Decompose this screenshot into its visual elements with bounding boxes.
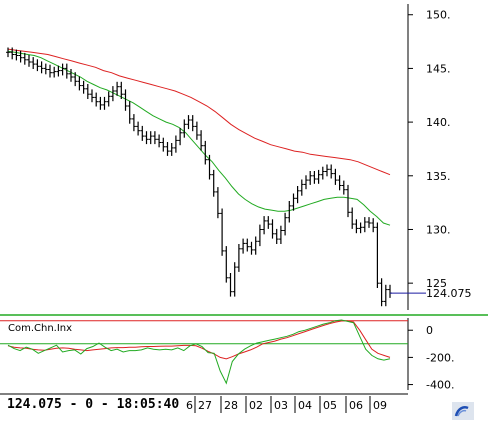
price-tick-label: 140. <box>426 116 451 129</box>
osc-series-a <box>7 319 391 385</box>
price-tick-label: 150. <box>426 9 451 22</box>
price-panel: 150. 145. 140. 135. 130. 125 124.075 <box>6 4 472 310</box>
price-tick-label: 135. <box>426 170 451 183</box>
last-price-label: 124.075 <box>426 287 472 300</box>
osc-tick-label: -400. <box>426 379 454 392</box>
status-line: 124.075 - 0 - 18:05:40 <box>7 397 180 412</box>
price-axis-ticks: 150. 145. 140. 135. 130. 125 <box>408 9 451 290</box>
osc-series-b <box>7 320 391 360</box>
date-tick-label: 03 <box>274 399 288 412</box>
osc-label: Com.Chn.Inx <box>8 323 72 334</box>
date-tick-label: 02 <box>249 399 263 412</box>
date-tick-label: 6 <box>186 399 193 412</box>
ma-fast-line <box>7 50 391 226</box>
app-corner-icon[interactable] <box>452 402 474 420</box>
date-axis: 6 27 28 02 03 04 05 06 09 <box>0 393 408 413</box>
date-tick-label: 06 <box>349 399 363 412</box>
osc-tick-label: -200. <box>426 351 454 364</box>
osc-axis-ticks: 0 -200. -400. <box>408 324 454 392</box>
price-tick-label: 130. <box>426 223 451 236</box>
price-tick-label: 125 <box>426 277 447 290</box>
date-tick-label: 27 <box>198 399 212 412</box>
date-axis-ticks: 6 27 28 02 03 04 05 06 09 <box>186 396 387 413</box>
price-tick-label: 145. <box>426 62 451 75</box>
osc-tick-label: 0 <box>426 324 433 337</box>
price-bars <box>6 47 392 307</box>
date-tick-label: 05 <box>323 399 337 412</box>
date-tick-label: 28 <box>224 399 238 412</box>
ma-slow-line <box>7 48 391 176</box>
date-tick-label: 04 <box>298 399 312 412</box>
date-tick-label: 09 <box>373 399 387 412</box>
oscillator-panel: 0 -200. -400. Com.Chn.Inx <box>0 318 454 392</box>
